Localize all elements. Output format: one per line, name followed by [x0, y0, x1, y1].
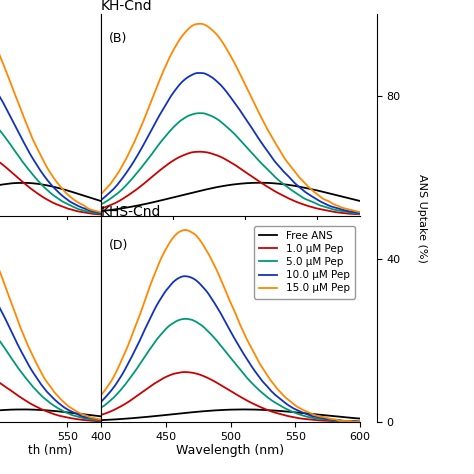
Free ANS [349, 415, 355, 421]
Free ANS [140, 414, 146, 420]
Line: 15.0 μM Pep: 15.0 μM Pep [101, 230, 386, 422]
Free ANS [383, 417, 389, 423]
10.0 μM Pep [364, 419, 370, 425]
10.0 μM Pep [383, 419, 389, 425]
1.0 μM Pep [140, 389, 146, 395]
Line: 1.0 μM Pep: 1.0 μM Pep [101, 372, 386, 422]
1.0 μM Pep [126, 399, 132, 404]
Free ANS [199, 409, 204, 414]
5.0 μM Pep [98, 405, 104, 410]
10.0 μM Pep [198, 282, 203, 287]
15.0 μM Pep [364, 419, 370, 424]
5.0 μM Pep [140, 357, 146, 363]
15.0 μM Pep [380, 419, 386, 425]
Line: 5.0 μM Pep: 5.0 μM Pep [101, 319, 386, 422]
5.0 μM Pep [372, 419, 377, 425]
Text: KHS-Cnd: KHS-Cnd [101, 205, 161, 219]
Free ANS [197, 409, 202, 414]
X-axis label: Wavelength (nm): Wavelength (nm) [176, 238, 284, 251]
1.0 μM Pep [98, 412, 104, 418]
15.0 μM Pep [383, 419, 389, 425]
Text: KH-Cnd: KH-Cnd [101, 0, 153, 13]
Text: (B): (B) [109, 32, 127, 46]
10.0 μM Pep [126, 360, 132, 365]
Legend: Free ANS, 1.0 μM Pep, 5.0 μM Pep, 10.0 μM Pep, 15.0 μM Pep: Free ANS, 1.0 μM Pep, 5.0 μM Pep, 10.0 μ… [254, 226, 355, 299]
5.0 μM Pep [198, 322, 203, 328]
1.0 μM Pep [383, 419, 389, 425]
10.0 μM Pep [349, 418, 355, 424]
X-axis label: Wavelength (nm): Wavelength (nm) [176, 444, 284, 457]
Y-axis label: ANS Uptake (%): ANS Uptake (%) [417, 173, 428, 263]
1.0 μM Pep [182, 369, 188, 375]
Free ANS [98, 417, 104, 423]
10.0 μM Pep [98, 399, 104, 405]
15.0 μM Pep [126, 341, 132, 346]
1.0 μM Pep [198, 372, 203, 378]
15.0 μM Pep [182, 227, 188, 233]
5.0 μM Pep [364, 419, 370, 424]
15.0 μM Pep [349, 419, 355, 424]
15.0 μM Pep [98, 392, 104, 398]
5.0 μM Pep [383, 419, 389, 425]
5.0 μM Pep [349, 419, 355, 424]
15.0 μM Pep [200, 241, 205, 246]
5.0 μM Pep [182, 316, 188, 322]
Text: (D): (D) [109, 238, 128, 252]
10.0 μM Pep [140, 332, 146, 337]
Free ANS [238, 407, 244, 412]
10.0 μM Pep [200, 283, 205, 289]
15.0 μM Pep [198, 238, 203, 244]
Free ANS [126, 416, 132, 421]
1.0 μM Pep [374, 419, 380, 425]
X-axis label: th (nm): th (nm) [28, 444, 73, 457]
X-axis label: th (nm): th (nm) [28, 238, 73, 251]
5.0 μM Pep [126, 377, 132, 383]
1.0 μM Pep [364, 419, 370, 425]
15.0 μM Pep [140, 305, 146, 310]
5.0 μM Pep [200, 323, 205, 329]
1.0 μM Pep [349, 419, 355, 424]
10.0 μM Pep [182, 273, 188, 279]
1.0 μM Pep [200, 373, 205, 378]
Free ANS [364, 416, 370, 422]
Line: Free ANS: Free ANS [101, 410, 386, 420]
10.0 μM Pep [365, 419, 371, 425]
Line: 10.0 μM Pep: 10.0 μM Pep [101, 276, 386, 422]
